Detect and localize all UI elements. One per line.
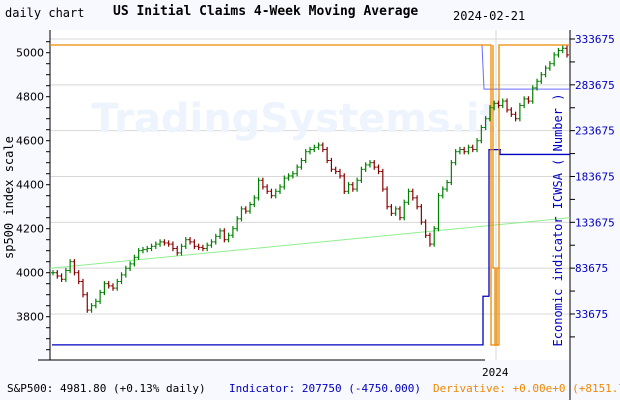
right-tick-label: 233675: [575, 125, 615, 138]
right-tick-label: 133675: [575, 216, 615, 229]
left-tick-label: 4800: [16, 91, 44, 104]
right-tick-label: 333675: [575, 33, 615, 46]
watermark: TradingSystems.it: [91, 96, 499, 142]
left-axis-label: sp500 index scale: [2, 136, 16, 259]
left-tick-label: 4600: [16, 135, 44, 148]
right-tick-label: 283675: [575, 79, 615, 92]
left-tick-label: 4000: [16, 267, 44, 280]
left-tick-label: 5000: [16, 47, 44, 60]
right-tick-label: 183675: [575, 170, 615, 183]
chart-date: 2024-02-21: [453, 9, 526, 23]
indicator-line: [52, 148, 570, 346]
trend-line: [49, 217, 571, 269]
left-tick-label: 4200: [16, 223, 44, 236]
indicator-readout: Indicator: 207750 (-4750.000): [229, 382, 422, 395]
x-tick-2024: 2024: [482, 366, 509, 379]
right-tick-label: 33675: [575, 308, 608, 321]
sp500-readout: S&P500: 4981.80 (+0.13% daily): [7, 382, 206, 395]
right-axis-label: Economic indicator ICWSA ( Number ): [551, 93, 565, 347]
right-tick-label: 83675: [575, 262, 608, 275]
moving-average-line: [481, 45, 570, 90]
derivative-readout: Derivative: +0.00e+0 (+8151.754: [433, 382, 620, 395]
left-tick-label: 4400: [16, 179, 44, 192]
chart-title: US Initial Claims 4-Week Moving Average: [113, 4, 419, 19]
left-tick-label: 3800: [16, 311, 44, 324]
plot-area: [50, 30, 570, 360]
derivative-line-inner: [492, 45, 499, 346]
chart-type-label: daily chart: [5, 6, 85, 20]
